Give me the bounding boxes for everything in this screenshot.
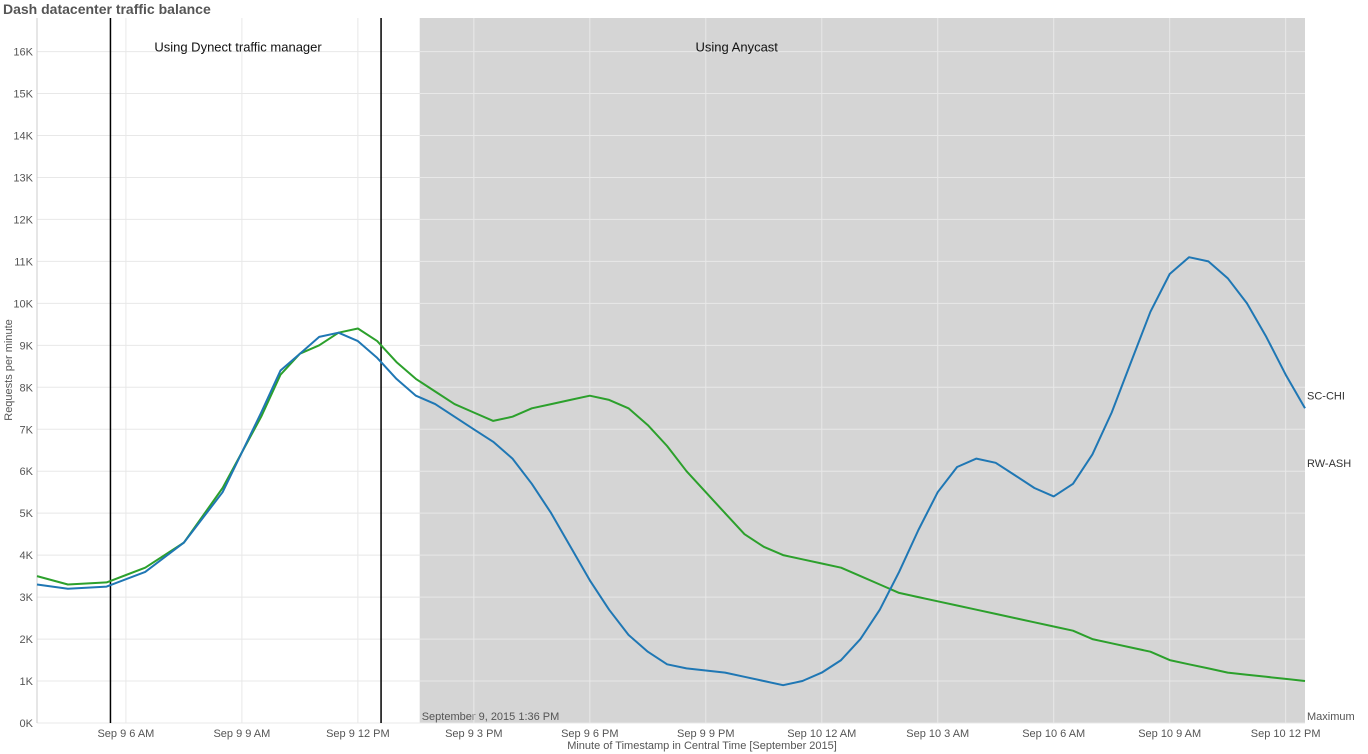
y-axis: 0K 1K 2K 3K 4K 5K 6K 7K 8K 9K 10K 11K 12K 13K 14K 15K 16… <box>13 47 33 730</box>
series-line-rw-ash <box>36 256 1306 687</box>
x-tick-label: Sep 10 12 PM <box>1251 728 1321 740</box>
shaded-band-layer: September 9, 2015 1:36 PM Maximum <box>419 18 1355 723</box>
band-start-label: September 9, 2015 1:36 PM <box>422 711 560 723</box>
y-tick-label: 14K <box>13 131 33 143</box>
y-tick-label: 9K <box>20 340 34 352</box>
series-end-label: RW-ASH <box>1307 458 1351 470</box>
grid-layer <box>36 18 1305 724</box>
y-tick-label: 2K <box>20 634 34 646</box>
x-axis: Sep 9 6 AM Sep 9 9 AM Sep 9 12 PM Sep 9 3 P… <box>97 728 1320 740</box>
y-tick-label: 10K <box>13 298 33 310</box>
x-tick-label: Sep 9 12 PM <box>326 728 390 740</box>
y-tick-label: 13K <box>13 172 33 184</box>
x-tick-label: Sep 10 12 AM <box>787 728 856 740</box>
x-tick-label: Sep 9 6 AM <box>97 728 154 740</box>
x-tick-label: Sep 10 3 AM <box>906 728 969 740</box>
x-tick-label: Sep 9 3 PM <box>445 728 502 740</box>
y-tick-label: 6K <box>20 466 34 478</box>
x-axis-label: Minute of Timestamp in Central Time [Sep… <box>567 740 837 752</box>
x-tick-label: Sep 9 6 PM <box>561 728 618 740</box>
x-tick-label: Sep 9 9 PM <box>677 728 734 740</box>
anycast-shaded-band <box>419 18 1306 723</box>
annotation-label: Using Dynect traffic manager <box>154 40 322 55</box>
x-tick-label: Sep 10 6 AM <box>1022 728 1085 740</box>
y-tick-label: 4K <box>20 550 34 562</box>
y-tick-label: 11K <box>14 256 33 268</box>
y-tick-label: 0K <box>20 718 34 730</box>
y-tick-label: 5K <box>20 508 34 520</box>
annotation-label: Using Anycast <box>696 40 779 55</box>
y-tick-label: 15K <box>13 89 33 101</box>
y-tick-label: 7K <box>20 424 34 436</box>
x-tick-label: Sep 10 9 AM <box>1138 728 1201 740</box>
y-tick-label: 16K <box>13 47 33 59</box>
y-tick-label: 3K <box>20 592 34 604</box>
reference-line-layer <box>109 18 382 723</box>
y-tick-label: 8K <box>20 382 34 394</box>
x-tick-label: Sep 9 9 AM <box>213 728 270 740</box>
chart-title: Dash datacenter traffic balance <box>3 1 211 17</box>
y-tick-label: 1K <box>20 676 34 688</box>
band-end-label: Maximum <box>1307 711 1355 723</box>
series-layer: SC-CHI RW-ASH <box>36 256 1351 687</box>
y-axis-label: Requests per minute <box>3 319 15 421</box>
y-tick-label: 12K <box>13 214 33 226</box>
annotation-layer: Using Dynect traffic manager Using Anycas… <box>154 40 778 55</box>
series-end-label: SC-CHI <box>1307 391 1345 403</box>
